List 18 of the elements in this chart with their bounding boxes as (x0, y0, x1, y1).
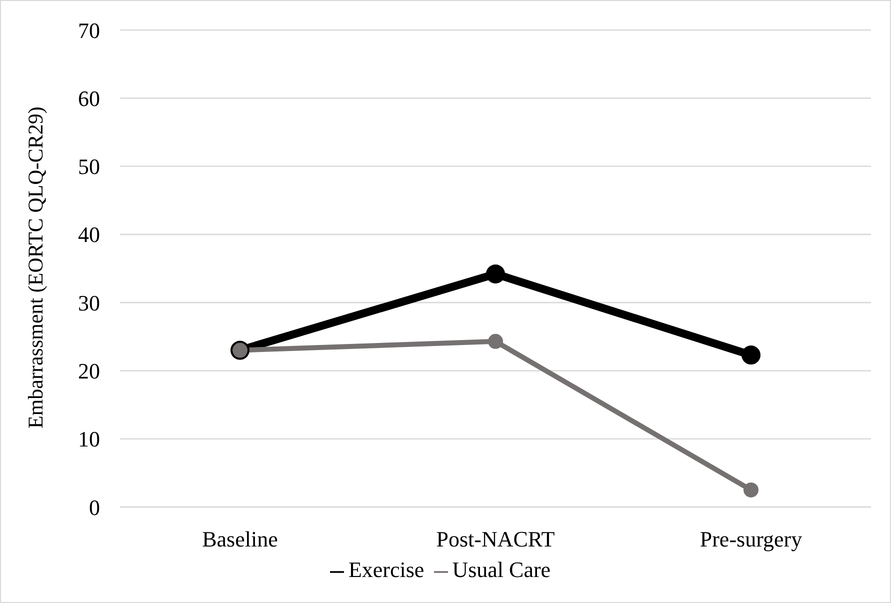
y-tick-label: 70 (78, 18, 100, 43)
legend-label: Usual Care (452, 557, 551, 582)
legend-label: Exercise (348, 557, 424, 582)
y-tick-label: 20 (78, 358, 100, 384)
y-tick-label: 30 (78, 290, 100, 316)
x-tick-label: Pre-surgery (700, 526, 802, 552)
point (486, 264, 505, 284)
y-tick-label: 40 (78, 222, 100, 248)
y-axis-title: Embarrassment (EORTC QLQ-CR29) (23, 106, 48, 428)
y-tick-label: 10 (78, 426, 100, 452)
point (744, 482, 758, 498)
y-tick-label: 60 (78, 86, 100, 111)
x-tick-label: Post-NACRT (436, 526, 556, 552)
point (742, 346, 760, 365)
point (488, 334, 503, 349)
y-tick-label: 0 (89, 494, 100, 520)
x-tick-label: Baseline (202, 526, 278, 552)
y-tick-label: 50 (78, 154, 100, 180)
